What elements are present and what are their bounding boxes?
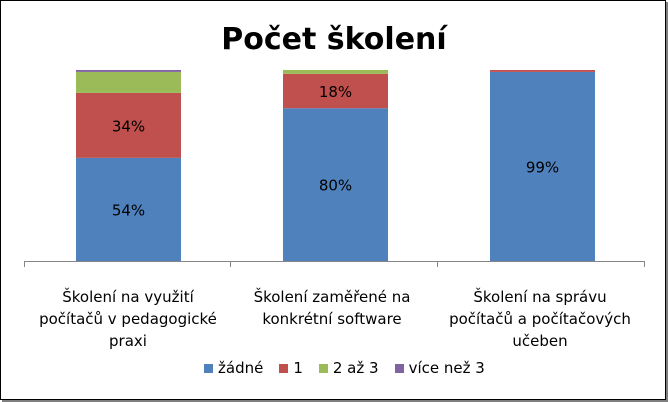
legend-swatch-more-than-three bbox=[394, 363, 404, 373]
legend-item-none: žádné bbox=[204, 359, 263, 377]
legend-swatch-none bbox=[204, 363, 213, 373]
bar-segment-2-0 bbox=[490, 71, 595, 261]
legend-label-two-three: 2 až 3 bbox=[332, 359, 379, 377]
bar-segment-0-1 bbox=[76, 92, 181, 158]
bar-segment-0-0 bbox=[76, 157, 181, 261]
legend-label-one: 1 bbox=[293, 359, 303, 377]
bar-segment-2-1 bbox=[490, 70, 595, 72]
bar-segment-1-0 bbox=[283, 108, 388, 261]
legend-swatch-one bbox=[279, 363, 289, 373]
data-label-1-1: 18% bbox=[319, 83, 352, 101]
chart-title: Počet školení bbox=[221, 22, 447, 57]
legend-item-two-three: 2 až 3 bbox=[318, 359, 379, 377]
bar-segment-0-3 bbox=[76, 70, 181, 72]
legend-label-more-than-three: více než 3 bbox=[408, 359, 485, 377]
bar-segment-0-2 bbox=[76, 71, 181, 93]
category-label-1: Školení zaměřené na konkrétní software bbox=[253, 288, 411, 328]
bar-segment-1-1 bbox=[283, 73, 388, 109]
legend-item-more-than-three: více než 3 bbox=[394, 359, 485, 377]
legend: žádné 1 2 až 3 více než 3 bbox=[204, 359, 501, 377]
legend-swatch-two-three bbox=[318, 363, 328, 373]
legend-label-none: žádné bbox=[218, 359, 264, 377]
data-label-0-1: 34% bbox=[112, 117, 145, 135]
legend-item-one: 1 bbox=[279, 359, 303, 377]
data-label-0-0: 54% bbox=[112, 201, 145, 219]
category-label-2: Školení na správu počítačů a počítačovýc… bbox=[449, 288, 631, 350]
bar-segment-1-2 bbox=[283, 70, 388, 74]
data-label-2-0: 99% bbox=[526, 158, 559, 176]
data-label-1-0: 80% bbox=[319, 177, 352, 195]
category-label-0: Školení na využití počítačů v pedagogick… bbox=[39, 288, 217, 350]
